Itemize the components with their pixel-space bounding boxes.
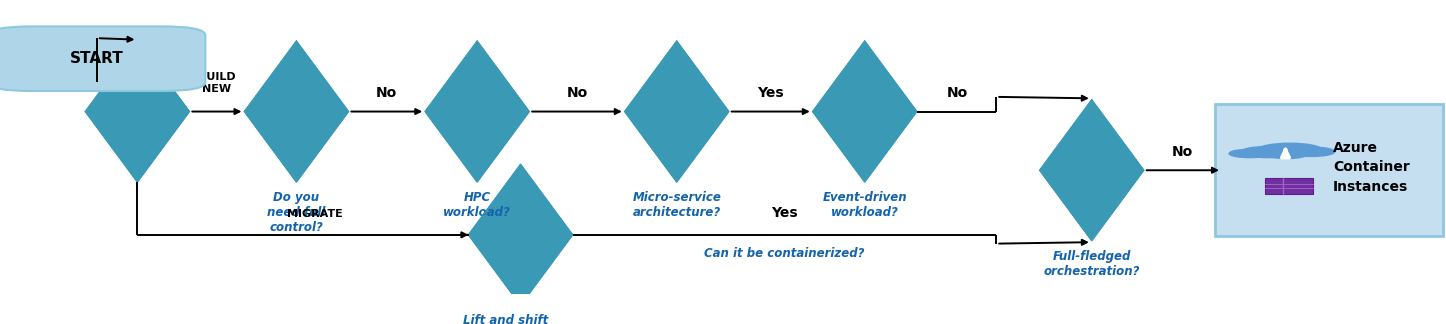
Text: Full-fledged
orchestration?: Full-fledged orchestration? <box>1044 249 1139 277</box>
Text: No: No <box>1173 145 1193 158</box>
Polygon shape <box>1040 100 1144 241</box>
FancyBboxPatch shape <box>1215 104 1443 236</box>
Polygon shape <box>469 164 573 305</box>
Text: Do you
need full
control?: Do you need full control? <box>268 191 325 234</box>
Circle shape <box>1229 149 1270 158</box>
Circle shape <box>1241 146 1296 158</box>
Text: Event-driven
workload?: Event-driven workload? <box>823 191 907 219</box>
Text: Lift and shift: Lift and shift <box>464 314 548 324</box>
Text: HPC
workload?: HPC workload? <box>444 191 510 219</box>
Polygon shape <box>425 41 529 182</box>
Polygon shape <box>85 41 189 182</box>
Text: START: START <box>69 51 124 66</box>
Text: Can it be containerized?: Can it be containerized? <box>704 247 865 260</box>
Polygon shape <box>813 41 917 182</box>
Text: No: No <box>567 86 587 100</box>
Text: Yes: Yes <box>771 206 798 220</box>
Text: No: No <box>947 86 967 100</box>
Circle shape <box>1267 150 1307 158</box>
Text: Yes: Yes <box>758 86 784 100</box>
Bar <box>1265 179 1313 194</box>
Text: No: No <box>376 86 398 100</box>
Circle shape <box>1288 147 1335 156</box>
Text: BUILD
NEW: BUILD NEW <box>198 72 236 94</box>
Text: Micro-service
architecture?: Micro-service architecture? <box>632 191 722 219</box>
Circle shape <box>1258 143 1322 156</box>
Text: Azure
Container
Instances: Azure Container Instances <box>1333 141 1410 194</box>
FancyBboxPatch shape <box>0 27 205 91</box>
Polygon shape <box>625 41 729 182</box>
Polygon shape <box>244 41 348 182</box>
Text: MIGRATE: MIGRATE <box>286 209 343 219</box>
